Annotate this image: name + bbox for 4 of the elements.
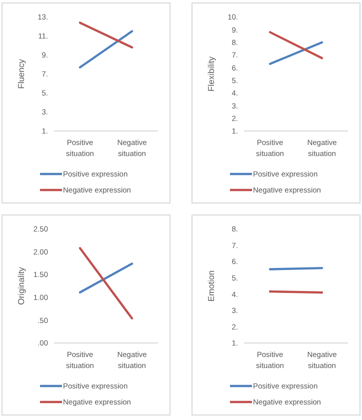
y-axis-title: Emotion — [206, 270, 216, 302]
y-axis-title: Flexibility — [206, 56, 216, 92]
y-axis-title: Originality — [16, 266, 26, 305]
y-axis-title: Fluency — [16, 58, 26, 89]
